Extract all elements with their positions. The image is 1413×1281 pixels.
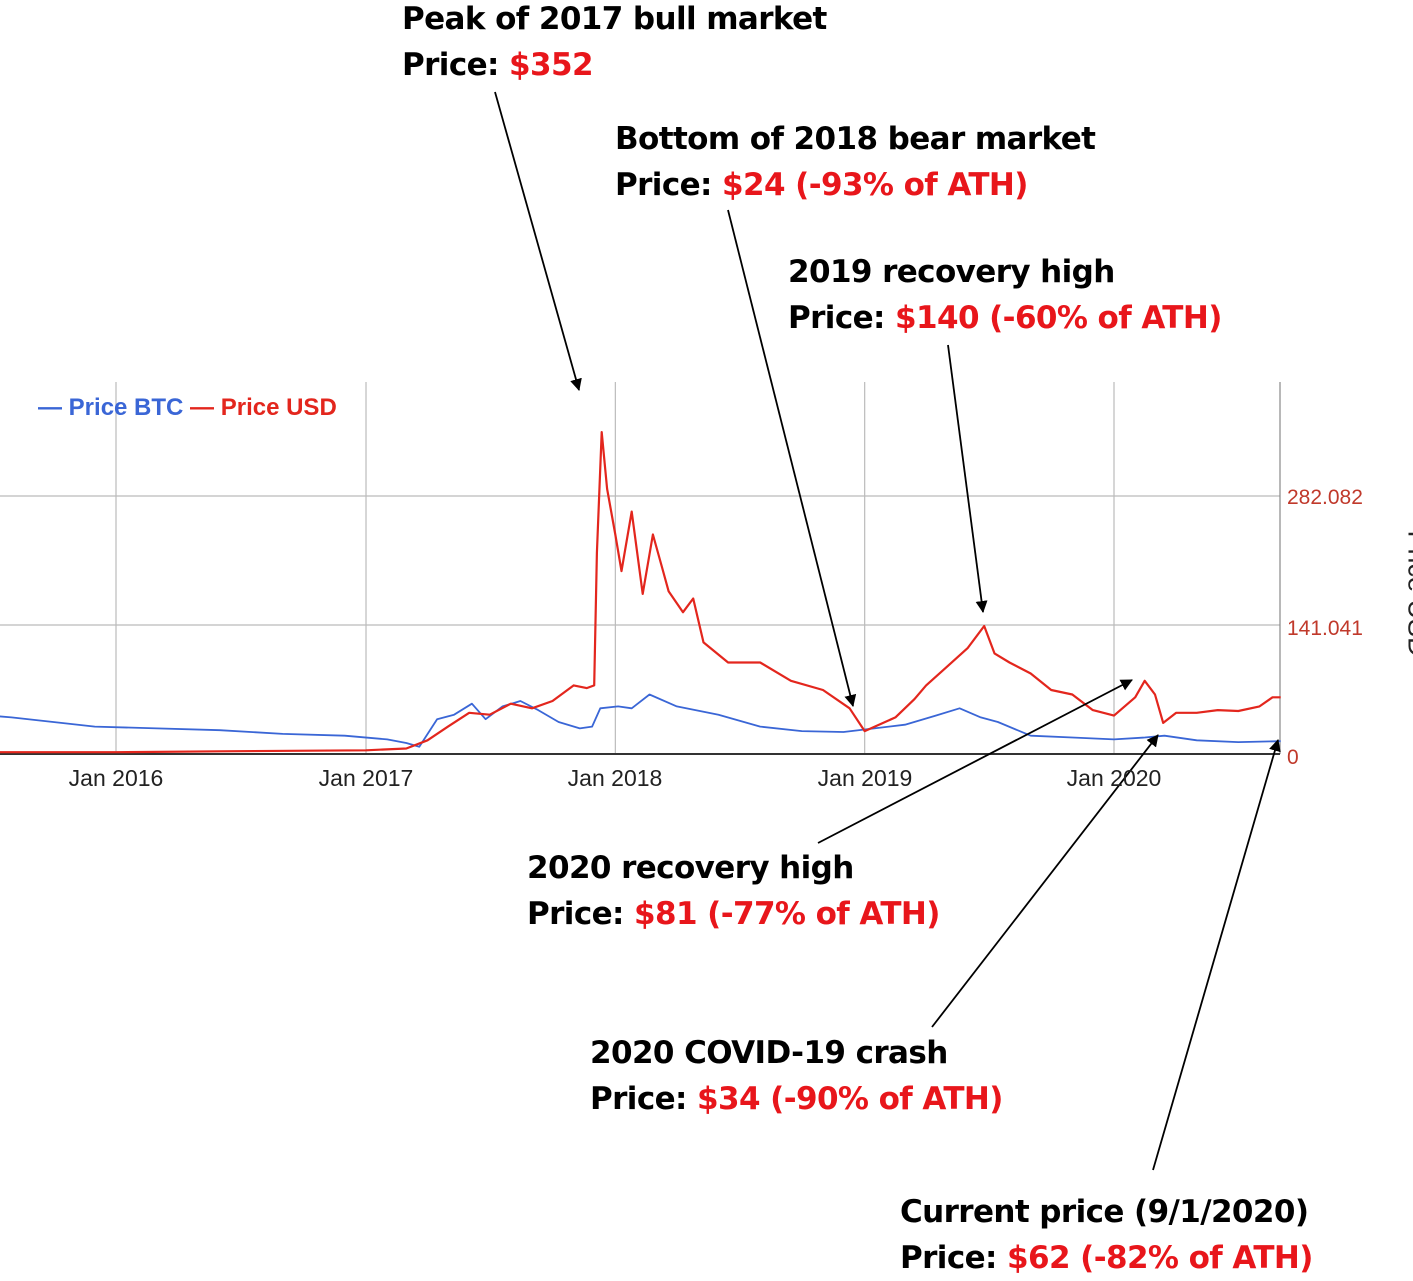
legend-btc-label: Price BTC — [69, 394, 184, 421]
arrow-current-price — [1153, 740, 1278, 1170]
annotation-price-line: Price: $62 (-82% of ATH) — [900, 1235, 1313, 1281]
annotation-price-label: Price: — [402, 47, 499, 83]
x-tick-label: Jan 2020 — [1067, 765, 1162, 792]
annotation-price-value: $62 (-82% of ATH) — [1007, 1240, 1313, 1276]
annotation-title: Bottom of 2018 bear market — [615, 116, 1095, 162]
annotation-price-line: Price: $24 (-93% of ATH) — [615, 162, 1095, 208]
series-layer — [0, 432, 1281, 752]
x-tick-label: Jan 2018 — [568, 765, 663, 792]
annotation-price-label: Price: — [527, 896, 624, 932]
y-axis-title: Price USD — [1402, 514, 1413, 674]
annotation-peak-2017: Peak of 2017 bull market Price: $352 — [402, 0, 827, 88]
annotation-price-value: $352 — [509, 47, 593, 83]
annotation-recovery-2020: 2020 recovery high Price: $81 (-77% of A… — [527, 845, 940, 937]
legend-usd-swatch: — — [190, 394, 214, 421]
annotation-price-line: Price: $81 (-77% of ATH) — [527, 891, 940, 937]
annotation-price-label: Price: — [615, 167, 712, 203]
annotation-price-line: Price: $34 (-90% of ATH) — [590, 1076, 1003, 1122]
annotation-price-label: Price: — [788, 300, 885, 336]
annotation-price-line: Price: $352 — [402, 42, 827, 88]
annotation-price-value: $140 (-60% of ATH) — [895, 300, 1222, 336]
annotation-title: Current price (9/1/2020) — [900, 1189, 1313, 1235]
annotation-price-value: $81 (-77% of ATH) — [634, 896, 940, 932]
y-tick-label: 141.041 — [1287, 617, 1363, 641]
annotation-title: 2020 recovery high — [527, 845, 940, 891]
y-tick-label: 0 — [1287, 746, 1299, 770]
annotation-price-label: Price: — [590, 1081, 687, 1117]
legend-btc-swatch: — — [38, 394, 62, 421]
annotation-price-value: $24 (-93% of ATH) — [722, 167, 1028, 203]
annotation-title: Peak of 2017 bull market — [402, 0, 827, 42]
annotation-title: 2019 recovery high — [788, 249, 1222, 295]
x-tick-label: Jan 2016 — [69, 765, 164, 792]
annotation-price-value: $34 (-90% of ATH) — [697, 1081, 1003, 1117]
series-line-usd — [0, 432, 1281, 752]
chart-legend: — Price BTC — Price USD — [38, 394, 337, 422]
annotation-price-label: Price: — [900, 1240, 997, 1276]
x-tick-label: Jan 2017 — [319, 765, 414, 792]
y-tick-label: 282.082 — [1287, 486, 1363, 510]
arrow-recovery-2019 — [948, 345, 983, 612]
annotation-title: 2020 COVID-19 crash — [590, 1030, 1003, 1076]
arrow-peak-2017 — [495, 92, 579, 390]
annotation-recovery-2019: 2019 recovery high Price: $140 (-60% of … — [788, 249, 1222, 341]
annotation-current-price: Current price (9/1/2020) Price: $62 (-82… — [900, 1189, 1313, 1281]
legend-usd-label: Price USD — [221, 394, 337, 421]
annotation-covid-crash: 2020 COVID-19 crash Price: $34 (-90% of … — [590, 1030, 1003, 1122]
annotation-bottom-2018: Bottom of 2018 bear market Price: $24 (-… — [615, 116, 1095, 208]
x-tick-label: Jan 2019 — [818, 765, 913, 792]
annotation-price-line: Price: $140 (-60% of ATH) — [788, 295, 1222, 341]
